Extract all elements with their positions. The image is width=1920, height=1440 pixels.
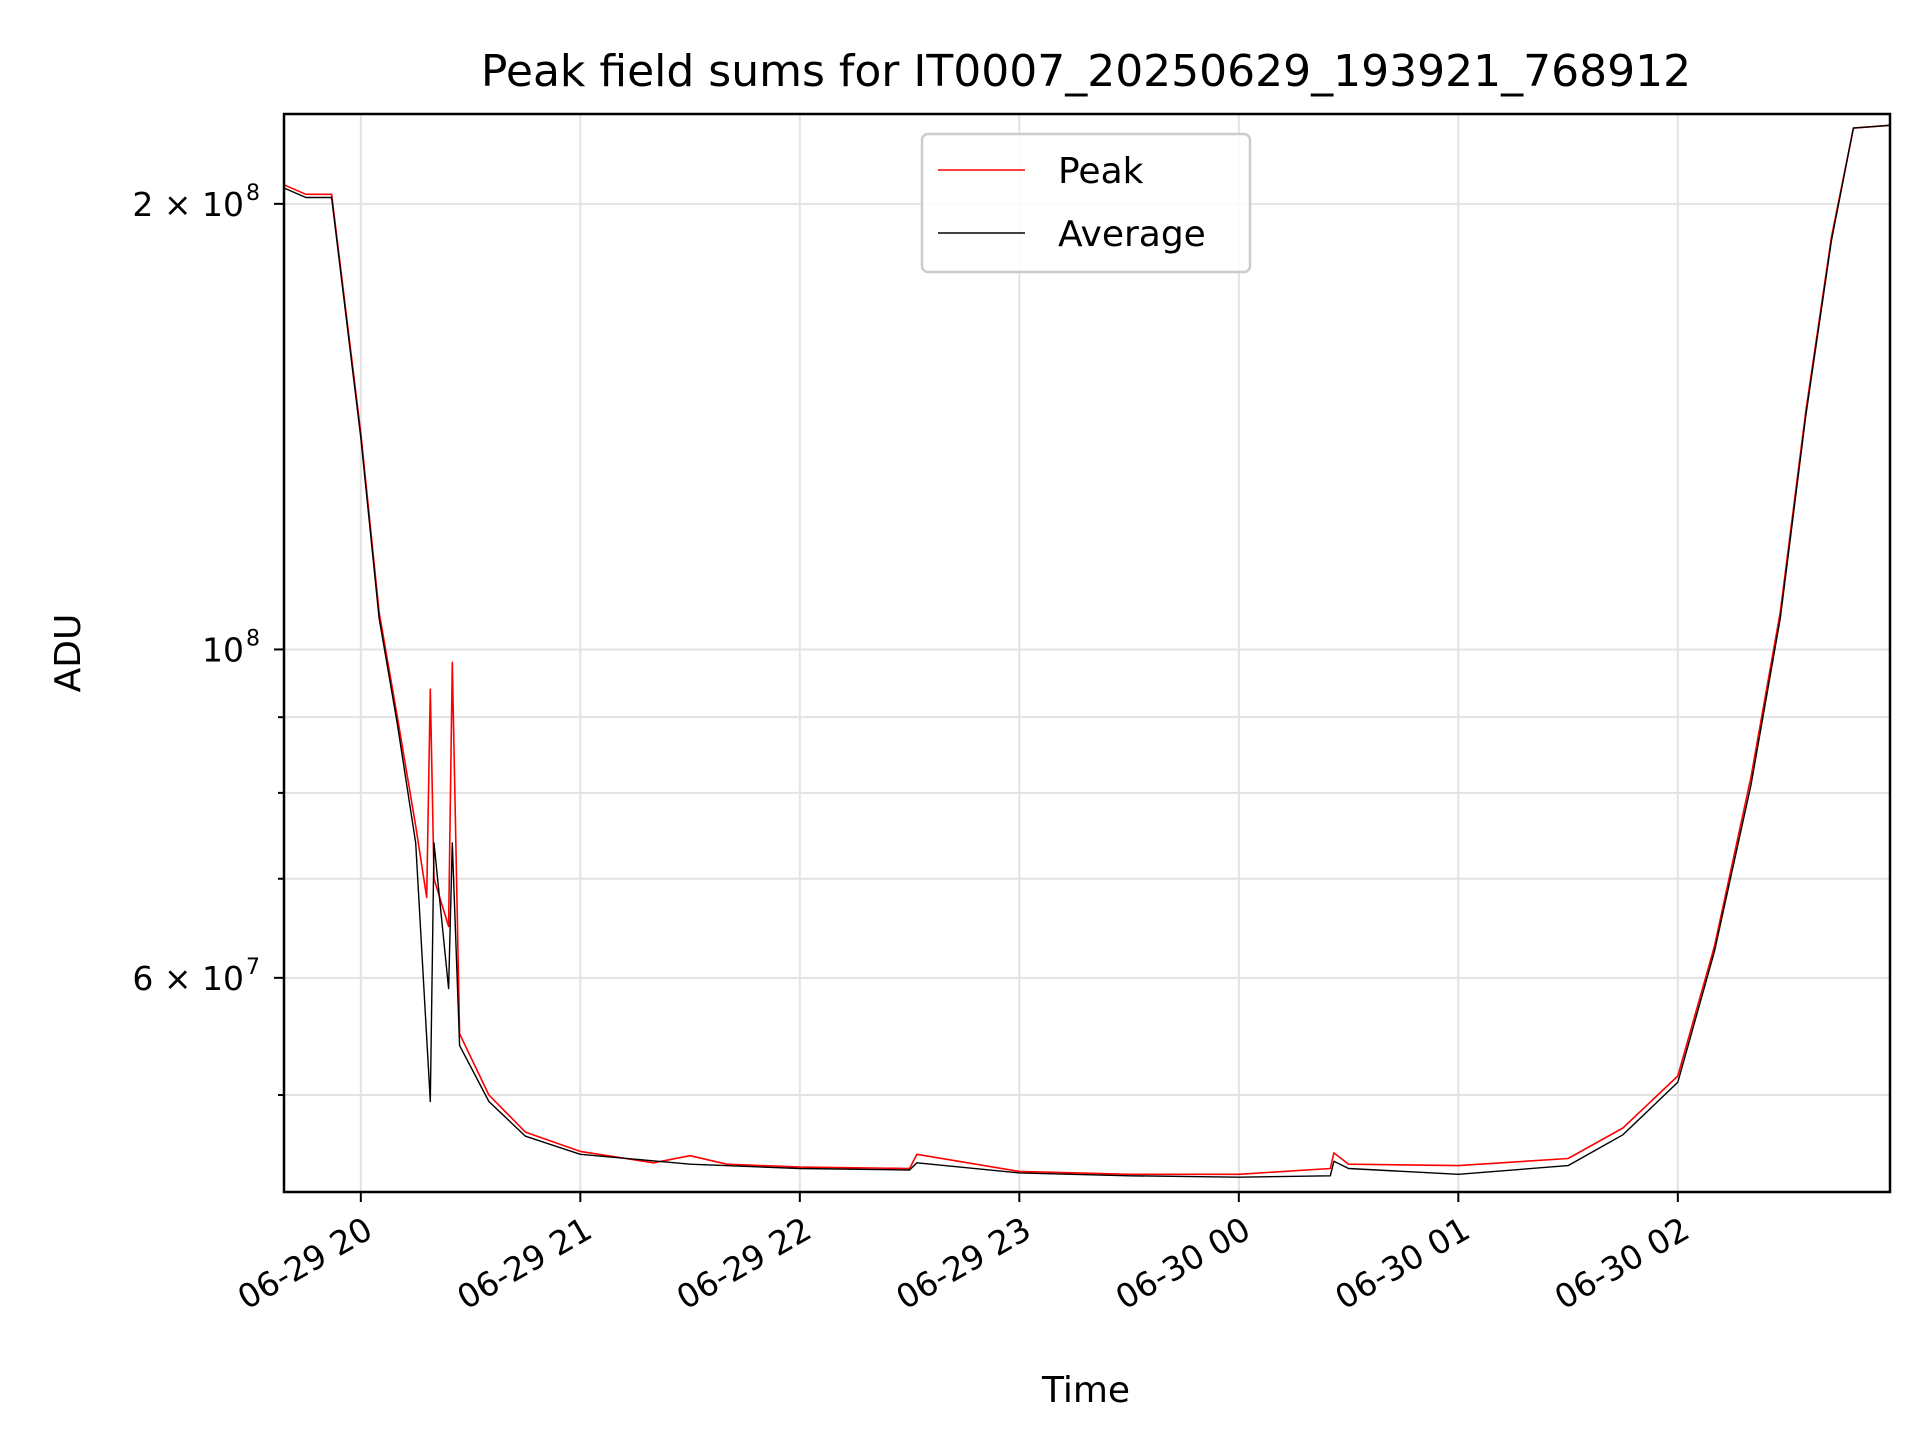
legend-label-peak: Peak	[1058, 151, 1144, 192]
y-tick-label: 2 × 10 8	[132, 181, 260, 224]
y-axis-label: ADU	[48, 614, 89, 693]
y-tick-label: 10 8	[202, 626, 260, 669]
plot-frame	[282, 112, 1892, 1194]
y-tick-label-base: 10	[202, 630, 244, 669]
legend-box	[920, 132, 1252, 274]
y-tick-label-base: 6 × 10	[132, 959, 244, 998]
axis-ticks: 06-29 20 06-29 21 06-29 22 06-29 23 06-30 00…	[132, 181, 1695, 1317]
x-tick-label: 06-30 02	[1548, 1209, 1696, 1317]
x-tick-label: 06-29 22	[670, 1209, 818, 1317]
series-lines	[284, 124, 1890, 1178]
legend-label-average: Average	[1058, 214, 1206, 255]
y-tick-label-exponent: 8	[246, 181, 260, 206]
grid-lines	[284, 114, 1890, 1192]
x-tick-label: 06-29 20	[231, 1209, 379, 1317]
legend: Peak Average	[920, 132, 1252, 274]
series-line-average	[284, 124, 1890, 1178]
series-line-peak	[284, 124, 1890, 1176]
x-axis-label: Time	[1041, 1370, 1130, 1411]
y-tick-label-exponent: 7	[246, 955, 260, 980]
x-tick-label: 06-30 00	[1109, 1209, 1257, 1317]
x-tick-label: 06-29 21	[450, 1209, 598, 1317]
y-tick-label-exponent: 8	[246, 626, 260, 651]
y-tick-label-base: 2 × 10	[132, 185, 244, 224]
x-tick-label: 06-29 23	[889, 1209, 1037, 1317]
chart-title: Peak field sums for IT0007_20250629_1939…	[481, 46, 1691, 97]
x-tick-label: 06-30 01	[1328, 1209, 1476, 1317]
y-tick-label: 6 × 10 7	[132, 955, 260, 998]
